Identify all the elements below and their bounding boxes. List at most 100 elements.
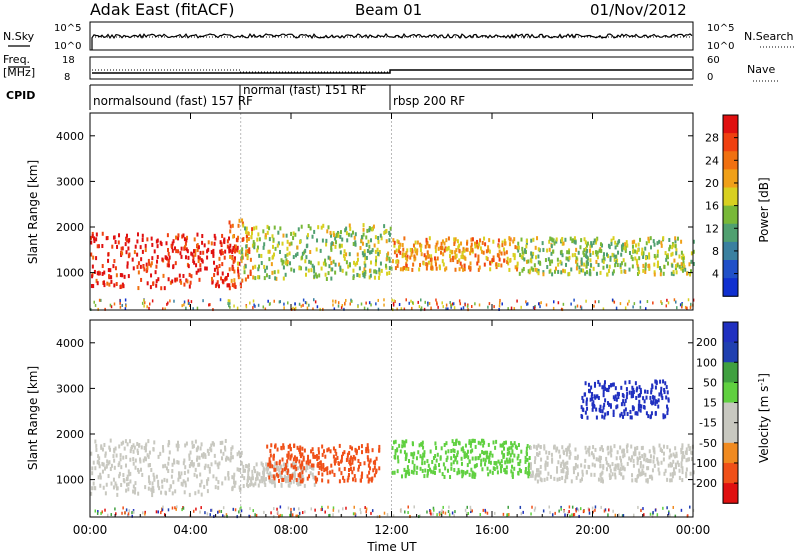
data-cell (482, 508, 485, 512)
data-cell (406, 470, 409, 475)
data-cell (359, 462, 362, 467)
data-cell (213, 453, 216, 458)
data-cell (425, 266, 428, 271)
data-cell (184, 483, 187, 488)
data-cell (373, 243, 376, 248)
data-cell (626, 391, 629, 396)
data-cell (103, 283, 106, 288)
data-cell (388, 266, 391, 271)
data-cell (537, 452, 540, 457)
data-cell (480, 462, 483, 467)
data-cell (305, 468, 308, 473)
data-cell (426, 471, 429, 476)
data-cell (273, 465, 276, 470)
data-cell (294, 461, 297, 466)
data-cell (143, 267, 146, 272)
data-cell (364, 256, 367, 261)
data-cell (363, 274, 366, 279)
data-cell (340, 243, 343, 248)
data-cell (282, 276, 285, 281)
data-cell (195, 507, 197, 511)
data-cell (668, 455, 671, 460)
data-cell (201, 234, 204, 239)
data-cell (681, 303, 683, 307)
data-cell (598, 455, 601, 460)
data-cell (456, 259, 459, 264)
data-cell (113, 458, 116, 463)
data-cell (450, 456, 453, 461)
data-cell (506, 447, 509, 452)
data-cell (567, 447, 570, 452)
data-cell (305, 464, 308, 469)
data-cell (584, 240, 587, 245)
data-cell (471, 438, 474, 443)
data-cell (636, 250, 639, 255)
colorbar-swatch (723, 169, 738, 188)
data-cell (101, 469, 104, 474)
time-axis: 00:00 04:00 08:00 12:00 16:00 20:00 00:00 (73, 113, 710, 537)
data-cell (192, 444, 195, 449)
data-cell (427, 244, 430, 249)
data-cell (337, 509, 340, 513)
data-cell (264, 483, 267, 488)
data-cell (566, 460, 569, 465)
data-cell (595, 238, 598, 243)
data-cell (394, 300, 396, 304)
data-cell (660, 393, 663, 398)
data-cell (579, 305, 582, 309)
data-cell (272, 480, 275, 485)
data-cell (396, 469, 399, 474)
data-cell (339, 234, 342, 239)
data-cell (609, 255, 612, 260)
data-cell (675, 451, 678, 456)
data-cell (601, 414, 604, 419)
data-cell (341, 268, 344, 273)
data-cell (150, 487, 153, 492)
data-cell (530, 266, 533, 271)
data-cell (471, 509, 473, 513)
data-cell (674, 239, 677, 244)
data-cell (253, 242, 256, 247)
data-cell (568, 449, 571, 454)
data-cell (224, 249, 227, 254)
data-cell (298, 472, 301, 477)
data-cell (183, 458, 186, 463)
data-cell (649, 236, 652, 241)
data-cell (498, 304, 501, 308)
data-cell (351, 460, 354, 465)
data-cell (436, 240, 439, 245)
data-cell (251, 473, 254, 478)
data-cell (203, 243, 206, 248)
data-cell (684, 267, 687, 272)
data-cell (221, 262, 224, 267)
data-cell (263, 242, 266, 247)
data-cell (447, 236, 450, 241)
data-cell (642, 251, 645, 256)
data-cell (137, 261, 140, 266)
data-cell (496, 253, 499, 258)
data-cell (179, 474, 182, 479)
data-cell (488, 249, 491, 254)
data-cell (546, 455, 549, 460)
data-cell (173, 299, 175, 303)
data-cell (119, 457, 122, 462)
data-cell (593, 472, 596, 477)
data-cell (570, 479, 573, 484)
data-cell (504, 470, 507, 475)
data-cell (623, 246, 626, 251)
data-cell (430, 261, 433, 266)
data-cell (663, 388, 666, 393)
data-cell (286, 239, 289, 244)
data-cell (176, 460, 179, 465)
data-cell (101, 231, 104, 236)
data-cell (506, 513, 508, 517)
data-cell (191, 252, 194, 257)
data-cell (668, 237, 671, 242)
data-cell (139, 264, 142, 269)
data-cell (109, 303, 112, 307)
data-cell (261, 479, 264, 484)
data-cell (568, 455, 571, 460)
data-cell (430, 254, 433, 259)
data-cell (522, 267, 525, 272)
data-cell (296, 251, 299, 256)
